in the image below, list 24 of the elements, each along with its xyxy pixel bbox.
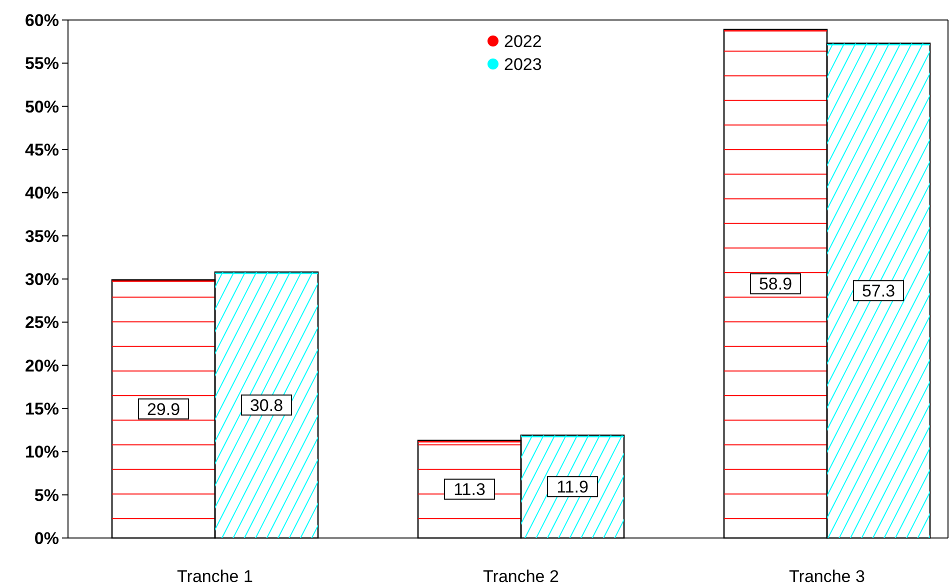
- y-tick-label: 35%: [24, 226, 59, 246]
- y-tick-label: 55%: [24, 54, 59, 74]
- y-tick-label: 60%: [24, 10, 59, 30]
- y-tick-label: 0%: [34, 528, 59, 548]
- legend-label: 2023: [504, 54, 542, 74]
- legend-label: 2022: [504, 32, 542, 51]
- data-label: 11.9: [556, 478, 588, 497]
- data-label: 57.3: [862, 282, 896, 301]
- y-tick-label: 10%: [24, 442, 59, 462]
- y-tick-label: 45%: [24, 140, 59, 160]
- x-tick-label: Tranche 3: [789, 567, 865, 584]
- y-tick-label: 50%: [24, 97, 59, 116]
- x-tick-label: Tranche 1: [177, 567, 253, 584]
- y-tick-label: 25%: [24, 313, 59, 332]
- data-label: 30.8: [250, 396, 284, 415]
- y-tick-label: 5%: [34, 486, 59, 505]
- y-tick-label: 15%: [24, 399, 59, 418]
- y-tick-label: 20%: [24, 356, 59, 376]
- y-tick-label: 40%: [24, 184, 59, 203]
- data-label: 58.9: [758, 274, 792, 294]
- data-label: 29.9: [146, 400, 180, 419]
- x-tick-label: Tranche 2: [483, 567, 559, 584]
- y-tick-label: 30%: [24, 270, 59, 289]
- data-label: 11.3: [454, 480, 486, 500]
